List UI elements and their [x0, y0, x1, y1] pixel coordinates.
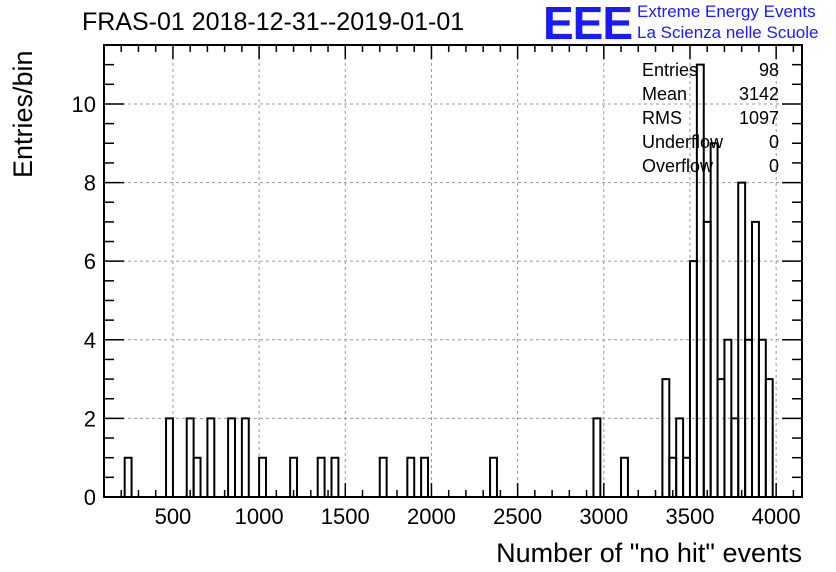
stats-row: Underflow 0 — [642, 130, 782, 154]
x-tick-label: 500 — [155, 504, 192, 529]
histogram-bin — [620, 456, 629, 497]
stats-key: Overflow — [642, 156, 714, 176]
y-tick-label: 10 — [72, 92, 96, 117]
histogram-bin — [316, 456, 326, 497]
stats-value: 1097 — [738, 108, 779, 128]
histogram-bin — [688, 260, 698, 497]
histogram-bin — [682, 456, 691, 497]
axis-ticks — [103, 45, 802, 498]
eee-logo: EEE — [543, 0, 633, 49]
histogram-bin — [702, 220, 712, 497]
x-tick-label: 1000 — [235, 504, 284, 529]
y-axis-label: Entries/bin — [8, 50, 38, 178]
stats-value: 0 — [768, 132, 779, 152]
stats-value: 3142 — [738, 84, 779, 104]
grid-lines — [104, 45, 802, 497]
plot-frame — [103, 44, 803, 498]
stats-key: Mean — [642, 84, 688, 104]
histogram-bars — [123, 63, 774, 497]
stats-row: Mean 3142 — [642, 82, 782, 106]
x-axis-label: Number of "no hit" events — [496, 538, 802, 568]
histogram-bin — [192, 456, 202, 497]
chart-title: FRAS-01 2018-12-31--2019-01-01 — [82, 8, 465, 36]
x-tick-label: 1500 — [321, 504, 370, 529]
histogram-bin — [165, 417, 174, 497]
y-tick-label: 8 — [84, 171, 96, 196]
histogram-bin — [751, 220, 760, 497]
histogram-bin — [258, 456, 268, 497]
y-tick-label: 0 — [84, 485, 96, 510]
histogram-bin — [240, 417, 250, 497]
y-tick-label: 4 — [84, 328, 96, 353]
y-tick-label: 6 — [84, 249, 96, 274]
logo-line-1: Extreme Energy Events — [637, 2, 816, 21]
stats-value: 0 — [768, 156, 779, 176]
histogram-bin — [489, 456, 498, 497]
stats-key: Underflow — [642, 132, 724, 152]
histogram-bin — [123, 456, 133, 497]
stats-key: RMS — [642, 108, 682, 128]
x-tick-labels: 500 1000 1500 2000 2500 3000 3500 4000 — [155, 504, 801, 529]
x-tick-label: 3000 — [579, 504, 628, 529]
histogram-bin — [206, 417, 216, 497]
histogram-bin — [675, 417, 685, 497]
histogram-bin — [378, 456, 388, 497]
histogram-bin — [661, 378, 671, 497]
histogram-bin — [420, 456, 430, 497]
histogram-bin — [185, 417, 195, 497]
histogram-bin — [330, 456, 340, 497]
stats-value: 98 — [758, 60, 779, 80]
histogram-bin — [709, 142, 719, 497]
histogram-bin — [592, 417, 602, 497]
histogram-bin — [764, 378, 774, 497]
stats-row: RMS 1097 — [642, 106, 782, 130]
logo-line-2: La Scienza nelle Scuole — [637, 23, 819, 42]
stats-box: Entries 98 Mean 3142 RMS 1097 Underflow 0 Overfl… — [642, 58, 782, 178]
x-tick-label: 4000 — [752, 504, 801, 529]
x-tick-label: 2000 — [407, 504, 456, 529]
histogram-bin — [716, 378, 726, 497]
x-tick-label: 2500 — [493, 504, 542, 529]
stats-row: Overflow 0 — [642, 154, 782, 178]
y-tick-labels: 0 2 4 6 8 10 — [72, 92, 96, 510]
stats-row: Entries 98 — [642, 58, 782, 82]
histogram-bin — [227, 417, 236, 497]
histogram-bin — [289, 456, 299, 497]
stats-key: Entries — [642, 60, 699, 80]
y-tick-label: 2 — [84, 406, 96, 431]
histogram-bin — [406, 456, 416, 497]
x-tick-label: 3500 — [665, 504, 714, 529]
histogram-bin — [730, 417, 740, 497]
